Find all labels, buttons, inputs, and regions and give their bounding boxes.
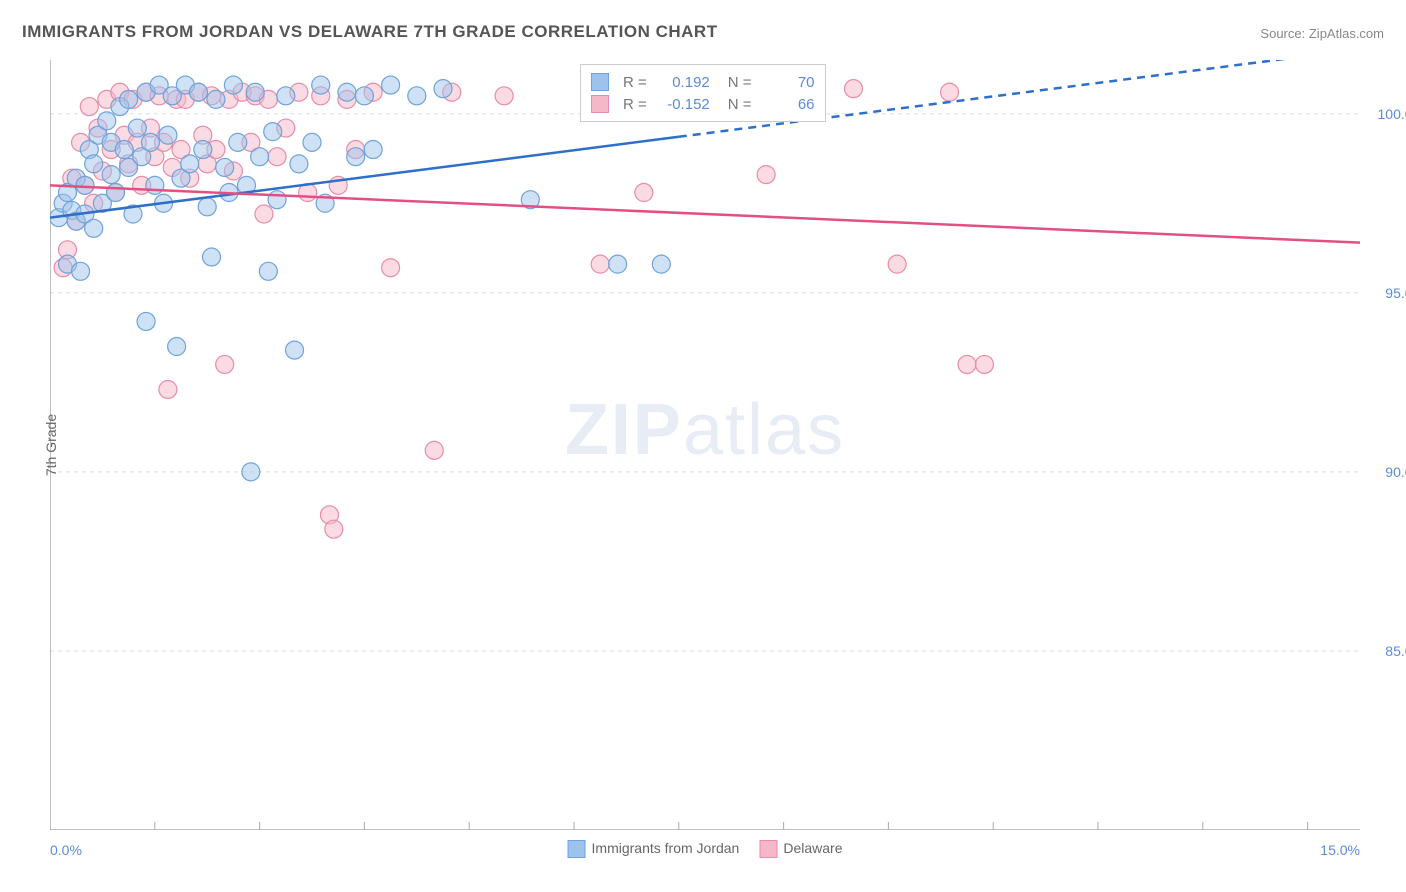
bottom-legend: Immigrants from Jordan Delaware xyxy=(568,840,843,858)
legend-item: Delaware xyxy=(759,840,842,858)
legend-label: Delaware xyxy=(783,840,842,856)
y-axis-tick-label: 100.0% xyxy=(1378,106,1406,122)
x-axis-tick-max: 15.0% xyxy=(1320,842,1360,858)
stats-legend-row: R = 0.192 N = 70 xyxy=(591,71,815,93)
legend-label: Immigrants from Jordan xyxy=(592,840,740,856)
stats-legend: R = 0.192 N = 70 R = -0.152 N = 66 xyxy=(580,64,826,122)
legend-swatch xyxy=(568,840,586,858)
legend-swatch xyxy=(591,95,609,113)
scatter-plot xyxy=(50,60,1360,830)
stats-n-value: 66 xyxy=(760,96,815,113)
source-attribution: Source: ZipAtlas.com xyxy=(1260,26,1384,41)
stats-r-label: R = xyxy=(623,74,647,91)
source-link[interactable]: ZipAtlas.com xyxy=(1309,26,1384,41)
stats-r-label: R = xyxy=(623,96,647,113)
stats-n-label: N = xyxy=(728,74,752,91)
legend-swatch xyxy=(759,840,777,858)
stats-n-value: 70 xyxy=(760,74,815,91)
source-label: Source: xyxy=(1260,26,1305,41)
legend-item: Immigrants from Jordan xyxy=(568,840,740,858)
chart-area: 7th Grade 85.0%90.0%95.0%100.0% 0.0% 15.… xyxy=(50,60,1360,830)
y-axis-tick-label: 95.0% xyxy=(1385,285,1406,301)
y-axis-label: 7th Grade xyxy=(43,414,59,476)
stats-legend-row: R = -0.152 N = 66 xyxy=(591,93,815,115)
x-axis-tick-min: 0.0% xyxy=(50,842,82,858)
y-axis-tick-label: 90.0% xyxy=(1385,464,1406,480)
stats-n-label: N = xyxy=(728,96,752,113)
y-axis-tick-label: 85.0% xyxy=(1385,643,1406,659)
legend-swatch xyxy=(591,73,609,91)
stats-r-value: -0.152 xyxy=(655,96,710,113)
stats-r-value: 0.192 xyxy=(655,74,710,91)
chart-title: IMMIGRANTS FROM JORDAN VS DELAWARE 7TH G… xyxy=(22,22,718,42)
